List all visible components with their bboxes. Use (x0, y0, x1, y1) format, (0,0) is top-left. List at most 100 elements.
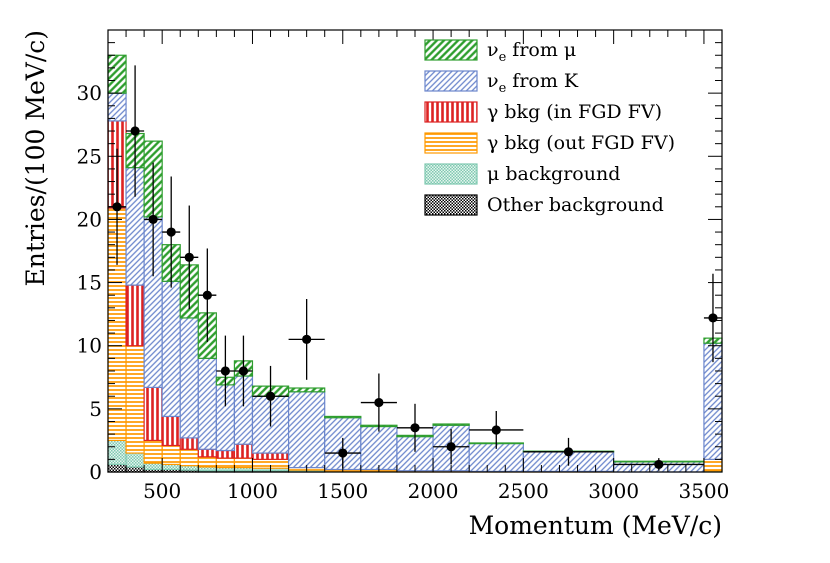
bar-gamma-bkg-out-fgd-fv-7 (233, 457, 254, 469)
y-tick-label-30: 30 (77, 81, 102, 105)
y-tick-label-25: 25 (77, 144, 102, 168)
point-marker-16 (654, 459, 664, 470)
point-marker-14 (491, 425, 501, 435)
bar-gamma-bkg-out-fgd-fv-5 (197, 456, 217, 468)
bar-mu-background-2 (143, 462, 163, 471)
series-gamma-bkg-in-fgd-fv (107, 120, 290, 460)
y-axis-label: Entries/(100 MeV/c) (21, 30, 50, 286)
y-tick-label-20: 20 (77, 207, 102, 231)
data-point-14 (469, 411, 524, 449)
data-point-11 (360, 373, 397, 432)
bar-other-background-1 (125, 466, 145, 473)
bar-gamma-bkg-out-fgd-fv-3 (161, 444, 181, 466)
point-marker-7 (238, 366, 249, 376)
bar-gamma-bkg-out-fgd-fv-4 (179, 448, 199, 467)
point-marker-9 (302, 334, 312, 344)
x-tick-label-3000: 3000 (588, 479, 639, 503)
point-marker-13 (446, 442, 456, 452)
legend-label-gamma-bkg-in-fgd-fv: γ bkg (in FGD FV) (487, 101, 662, 123)
legend-entry-mu-background: μ background (424, 163, 620, 185)
bar-mu-background-4 (179, 465, 199, 471)
data-point-16 (613, 458, 704, 471)
legend-swatch-mu-background (424, 163, 478, 185)
point-marker-2 (148, 214, 158, 225)
point-marker-0 (112, 202, 122, 212)
bar-mu-background-1 (125, 452, 145, 468)
bar-mu-background-3 (161, 463, 181, 471)
data-points (108, 65, 722, 471)
legend-label-other-background: Other background (487, 194, 664, 216)
bar-gamma-bkg-out-fgd-fv-1 (125, 345, 145, 454)
bar-gamma-bkg-in-fgd-fv-8 (251, 452, 290, 460)
data-point-12 (396, 403, 434, 452)
legend-swatch-nue-from-k (424, 70, 478, 92)
bar-nue-from-k-4 (179, 317, 199, 439)
bar-nue-from-mu-13 (432, 423, 470, 426)
data-point-7 (234, 335, 253, 407)
bar-gamma-bkg-in-fgd-fv-4 (179, 437, 199, 450)
bar-nue-from-mu-10 (324, 415, 362, 419)
y-tick-label-0: 0 (89, 460, 102, 484)
bar-gamma-bkg-out-fgd-fv-6 (215, 457, 236, 469)
legend-entry-nue-from-k: νe from K (424, 70, 579, 96)
legend-swatch-gamma-bkg-in-fgd-fv (424, 101, 478, 123)
series-gamma-bkg-out-fgd-fv (107, 207, 723, 473)
bar-gamma-bkg-in-fgd-fv-1 (125, 284, 145, 347)
bar-nue-from-mu-9 (287, 387, 326, 393)
legend-label-gamma-bkg-out-fgd-fv: γ bkg (out FGD FV) (487, 132, 675, 154)
bar-nue-from-mu-0 (107, 54, 127, 94)
data-point-1 (126, 65, 145, 197)
bar-nue-from-k-0 (107, 92, 127, 122)
point-marker-15 (563, 447, 574, 457)
point-marker-10 (338, 448, 348, 458)
y-tick-label-5: 5 (89, 397, 102, 421)
legend-entry-gamma-bkg-out-fgd-fv: γ bkg (out FGD FV) (424, 132, 675, 154)
legend-entry-other-background: Other background (424, 194, 664, 216)
bar-nue-from-k-9 (287, 391, 326, 469)
bar-nue-from-k-5 (197, 357, 217, 450)
point-marker-3 (166, 227, 176, 237)
bar-other-background-0 (107, 463, 127, 473)
axes: 500 1000 1500 2000 2500 3000 3500 0 5 10 15 20 25 30 M… (21, 29, 729, 540)
data-point-6 (216, 335, 235, 407)
legend-swatch-gamma-bkg-out-fgd-fv (424, 132, 478, 154)
bar-gamma-bkg-in-fgd-fv-3 (161, 415, 181, 447)
legend: νe from μ νe from K γ bkg (in FGD FV) γ bkg… (424, 39, 675, 216)
point-marker-6 (220, 366, 230, 376)
bar-gamma-bkg-in-fgd-fv-5 (197, 448, 217, 458)
bar-gamma-bkg-in-fgd-fv-2 (143, 386, 163, 442)
data-point-15 (523, 437, 614, 466)
data-point-2 (144, 162, 163, 277)
x-tick-label-500: 500 (143, 479, 181, 503)
data-point-4 (180, 205, 199, 310)
x-tick-label-1500: 1500 (317, 479, 368, 503)
x-tick-label-2000: 2000 (408, 479, 459, 503)
data-point-3 (162, 176, 181, 288)
bar-gamma-bkg-in-fgd-fv-7 (233, 443, 254, 459)
legend-entry-gamma-bkg-in-fgd-fv: γ bkg (in FGD FV) (424, 101, 662, 123)
x-tick-label-1000: 1000 (227, 479, 278, 503)
data-point-8 (252, 365, 289, 427)
bar-mu-background-0 (107, 439, 127, 466)
legend-swatch-other-background (424, 194, 478, 216)
data-point-13 (433, 429, 470, 465)
data-point-9 (288, 298, 325, 380)
legend-label-nue-from-mu: νe from μ (487, 39, 576, 65)
point-marker-17 (708, 313, 718, 323)
point-marker-5 (202, 290, 212, 300)
point-marker-11 (374, 397, 384, 408)
x-tick-label-3500: 3500 (678, 479, 729, 503)
bar-gamma-bkg-in-fgd-fv-6 (215, 449, 236, 459)
bar-nue-from-k-3 (161, 280, 181, 418)
x-axis-label: Momentum (MeV/c) (469, 511, 722, 540)
y-tick-label-10: 10 (77, 334, 102, 358)
legend-entry-nue-from-mu: νe from μ (424, 39, 576, 65)
bar-gamma-bkg-out-fgd-fv-2 (143, 439, 163, 464)
point-marker-4 (184, 252, 194, 262)
point-marker-12 (410, 423, 420, 433)
point-marker-1 (130, 126, 140, 136)
bar-nue-from-k-11 (360, 425, 398, 471)
legend-swatch-nue-from-mu (424, 39, 478, 61)
x-tick-label-2500: 2500 (498, 479, 549, 503)
